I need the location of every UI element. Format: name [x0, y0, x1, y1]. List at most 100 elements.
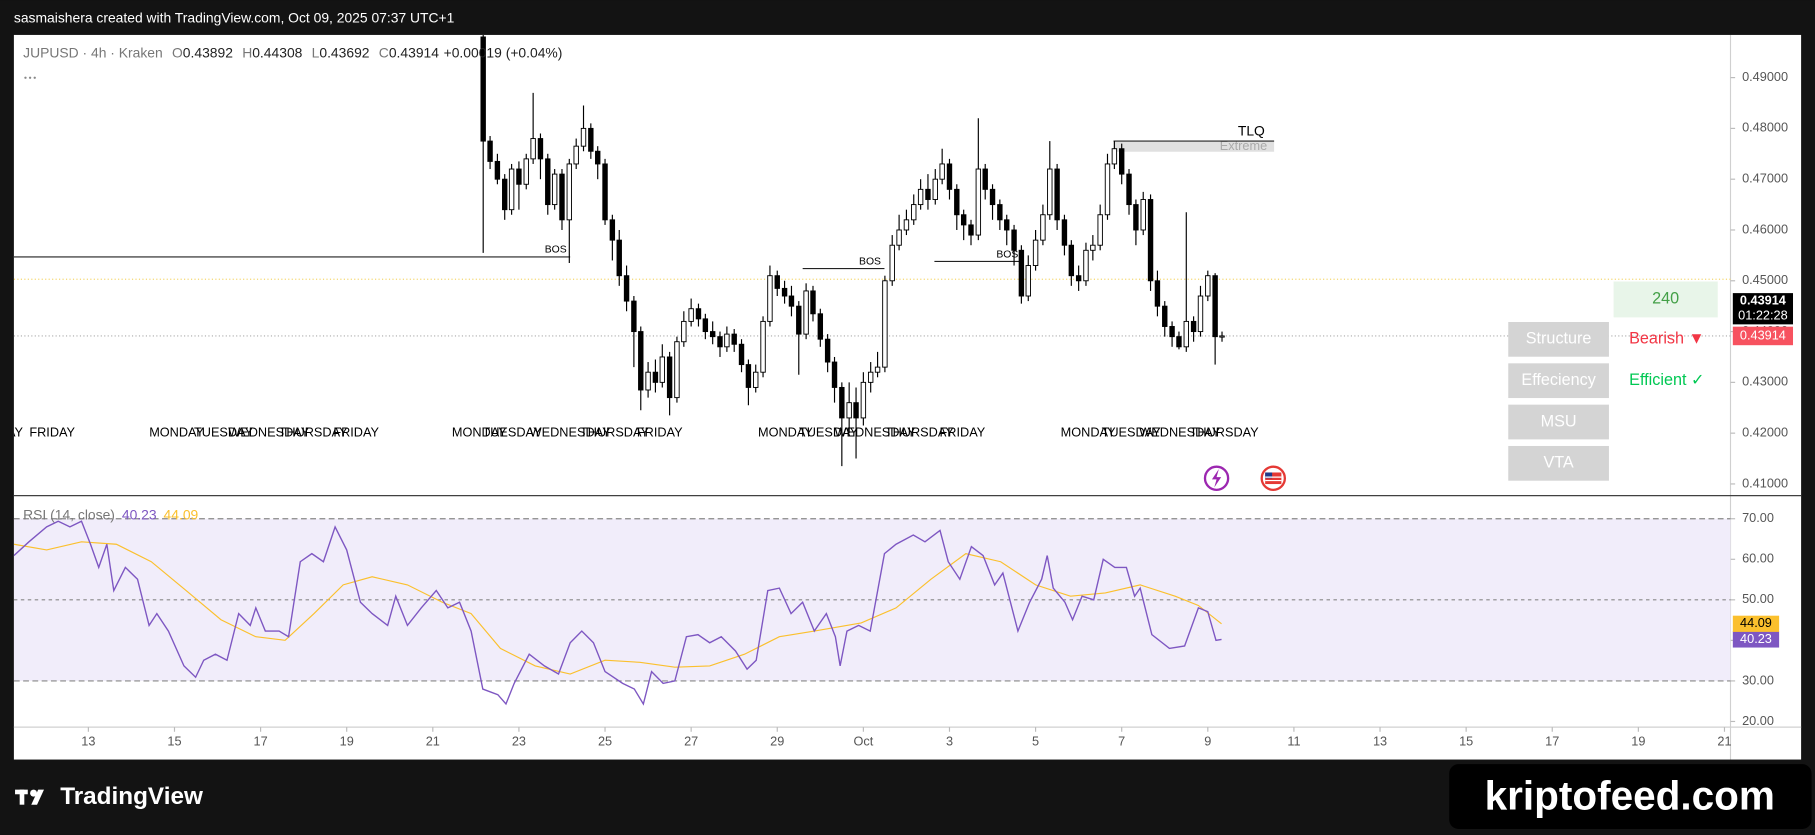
table-cell — [1508, 445, 1609, 481]
ohlc-value: 0.44308 — [252, 44, 302, 60]
session-label: WEDNESDAY — [228, 424, 310, 439]
candle-body — [860, 381, 867, 419]
y-tick-label: 30.00 — [1742, 672, 1774, 687]
candle-body — [1140, 199, 1146, 231]
last-price-box — [1732, 326, 1794, 346]
candle-body — [889, 244, 895, 282]
candle-body — [839, 386, 845, 419]
x-tick-label: 21 — [1717, 734, 1731, 749]
candle-body — [638, 331, 644, 391]
rsi-legend-value: 40.23 — [122, 506, 157, 522]
session-label: THURSDAY — [885, 424, 955, 439]
table-cell — [1508, 404, 1609, 440]
candle-body — [1047, 168, 1053, 216]
session-label: MONDAY — [452, 424, 507, 439]
session-label: WEDNESDAY — [1139, 424, 1221, 439]
session-label: WEDNESDAY — [530, 424, 612, 439]
candle-body — [846, 402, 852, 419]
session-label: FRIDAY — [637, 424, 683, 439]
candle-body — [580, 127, 587, 147]
countdown: 01:22:28 — [1738, 308, 1788, 323]
candle-body — [1040, 214, 1046, 241]
candle-body — [595, 150, 601, 165]
current-price-label: 0.43914 — [1740, 293, 1786, 308]
x-tick-label: 13 — [81, 734, 95, 749]
candle-body — [1133, 204, 1139, 231]
ohlc-key: C — [379, 44, 389, 60]
ohlc-value: 0.43914 — [389, 44, 439, 60]
candle-body — [566, 163, 573, 221]
x-tick-label: 11 — [1287, 734, 1300, 749]
candle-body — [989, 188, 996, 206]
event-icons — [1203, 465, 1287, 492]
candle-body — [911, 204, 917, 221]
x-tick-label: 15 — [1459, 734, 1473, 749]
ohlc-value: 0.43692 — [319, 44, 369, 60]
x-tick-label: 9 — [1204, 734, 1211, 749]
session-label: FRIDAY — [29, 424, 75, 439]
x-tick-label: 23 — [512, 734, 526, 749]
timeframe-box — [1613, 281, 1718, 318]
candle-body — [767, 275, 773, 322]
candle-body — [796, 305, 802, 335]
candle-body — [1111, 148, 1118, 165]
candle-body — [753, 371, 759, 388]
candle-body — [968, 224, 974, 236]
countdown-box — [1732, 293, 1794, 325]
rsi-value-label: 40.23 — [1740, 631, 1772, 646]
candle-body — [623, 275, 630, 302]
session-label: TUESDAY — [194, 424, 254, 439]
session-label: TUESDAY — [1102, 424, 1162, 439]
y-tick-label: 0.42000 — [1742, 425, 1788, 440]
candle-body — [545, 158, 551, 206]
candle-body — [731, 333, 737, 345]
candle-body — [954, 188, 960, 216]
candle-body — [1154, 280, 1161, 307]
x-tick-label: 3 — [946, 734, 953, 749]
change: +0.00019 (+0.04%) — [444, 44, 563, 60]
table-label: Structure — [1526, 330, 1592, 348]
x-tick-label: 17 — [254, 734, 268, 749]
session-label: MONDAY — [758, 424, 813, 439]
table-label: VTA — [1543, 454, 1573, 472]
candle-body — [502, 178, 508, 211]
x-tick-label: 19 — [340, 734, 354, 749]
zone-label: Extreme — [1220, 138, 1267, 153]
candle-body — [925, 188, 931, 200]
candle-body — [1025, 265, 1031, 297]
rsi-title: RSI (14, close) — [23, 506, 115, 522]
table-label: MSU — [1541, 412, 1577, 430]
candle-body — [824, 338, 831, 363]
x-tick-label: 29 — [770, 734, 784, 749]
candle-body — [1004, 219, 1010, 231]
watermark-box — [1449, 764, 1812, 830]
candle-body — [508, 168, 515, 211]
candle-body — [1068, 244, 1075, 277]
candle-body — [760, 320, 766, 373]
candle-body — [803, 290, 809, 335]
candle-body — [494, 160, 501, 180]
rsi-ma-line — [13, 541, 1222, 675]
candle-body — [516, 168, 522, 185]
y-tick-label: 0.43000 — [1742, 374, 1788, 389]
candle-body — [1011, 229, 1017, 251]
candle-body — [874, 366, 881, 373]
session-label: MONDAY — [1061, 424, 1116, 439]
credit: sasmaishera created with TradingView.com… — [14, 9, 455, 25]
rsi-legend-value: 44.09 — [164, 506, 199, 522]
candle-body — [1061, 219, 1068, 246]
ohlc-key: L — [312, 44, 320, 60]
candle-body — [659, 356, 666, 383]
x-tick-label: 25 — [598, 734, 612, 749]
x-tick-label: 7 — [1118, 734, 1125, 749]
x-tick-label: 15 — [167, 734, 181, 749]
rsi-value-label: 44.09 — [1740, 615, 1772, 630]
candle-body — [1162, 305, 1168, 327]
session-label: FRIDAY — [940, 424, 986, 439]
candle-body — [1212, 275, 1218, 338]
candle-body — [781, 287, 788, 297]
y-tick-label: 0.41000 — [1742, 475, 1788, 490]
x-tick-label: 17 — [1545, 734, 1559, 749]
table-label: Effeciency — [1521, 371, 1596, 389]
y-tick-label: 0.47000 — [1742, 171, 1788, 186]
